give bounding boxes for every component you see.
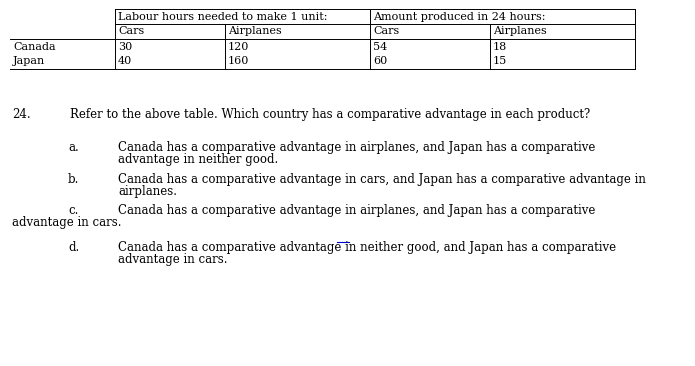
Text: 60: 60 (373, 56, 387, 67)
Text: Labour hours needed to make 1 unit:: Labour hours needed to make 1 unit: (118, 11, 327, 22)
Text: Airplanes: Airplanes (228, 26, 281, 37)
Text: 30: 30 (118, 41, 132, 52)
Text: Canada has a comparative advantage in airplanes, and Japan has a comparative: Canada has a comparative advantage in ai… (118, 141, 596, 154)
Text: Refer to the above table. Which country has a comparative advantage in each prod: Refer to the above table. Which country … (70, 108, 590, 121)
Text: Airplanes: Airplanes (493, 26, 547, 37)
Text: Canada has a comparative advantage in cars, and Japan has a comparative advantag: Canada has a comparative advantage in ca… (118, 173, 646, 186)
Text: Cars: Cars (373, 26, 399, 37)
Text: advantage in cars.: advantage in cars. (12, 216, 122, 229)
Text: d.: d. (68, 241, 79, 254)
Text: a.: a. (68, 141, 79, 154)
Text: 40: 40 (118, 56, 132, 67)
Text: Cars: Cars (118, 26, 145, 37)
Text: advantage in cars.: advantage in cars. (118, 253, 227, 266)
Text: Canada has a comparative advantage in airplanes, and Japan has a comparative: Canada has a comparative advantage in ai… (118, 204, 596, 217)
Text: Amount produced in 24 hours:: Amount produced in 24 hours: (373, 11, 546, 22)
Text: 120: 120 (228, 41, 250, 52)
Text: 18: 18 (493, 41, 507, 52)
Text: Canada: Canada (13, 41, 56, 52)
Text: 160: 160 (228, 56, 250, 67)
Text: b.: b. (68, 173, 79, 186)
Text: 15: 15 (493, 56, 507, 67)
Text: Japan: Japan (13, 56, 45, 67)
Text: airplanes.: airplanes. (118, 185, 177, 198)
Text: c.: c. (68, 204, 79, 217)
Text: advantage in neither good.: advantage in neither good. (118, 153, 278, 166)
Text: 24.: 24. (12, 108, 31, 121)
Text: Canada has a comparative advantage in neither good, and Japan has a comparative: Canada has a comparative advantage in ne… (118, 241, 616, 254)
Text: 54: 54 (373, 41, 387, 52)
